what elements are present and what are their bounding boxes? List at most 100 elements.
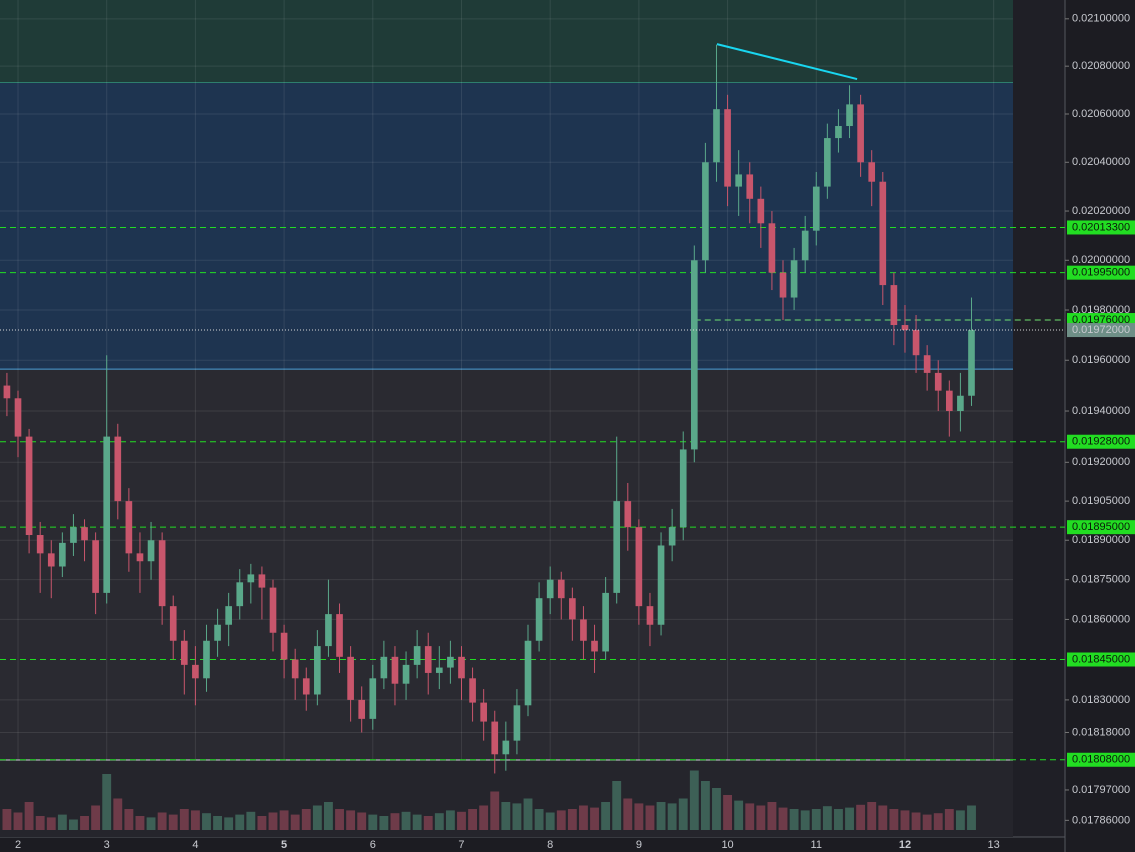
volume-bar xyxy=(102,774,112,830)
candle-body xyxy=(580,619,587,641)
volume-bar xyxy=(457,811,466,830)
candle-body xyxy=(591,640,598,652)
volume-bar xyxy=(811,809,821,830)
last-price-label: 0.01972000 xyxy=(1072,324,1130,336)
candle-body xyxy=(846,104,853,127)
volume-bar xyxy=(224,817,234,830)
volume-bar xyxy=(324,802,333,830)
candle-body xyxy=(502,740,510,755)
volume-bar xyxy=(834,809,843,830)
candle-body xyxy=(203,640,210,679)
candle-body xyxy=(391,656,399,684)
volume-bar xyxy=(967,805,976,830)
candle-body xyxy=(613,501,621,593)
x-tick-label: 13 xyxy=(988,839,1000,851)
y-tick-label: 0.02020000 xyxy=(1072,205,1130,217)
candle-body xyxy=(336,614,343,657)
candle-body xyxy=(890,285,898,326)
y-tick-label: 0.02000000 xyxy=(1072,254,1130,266)
volume-bar xyxy=(944,809,954,830)
candle-body xyxy=(413,646,421,665)
candle-body xyxy=(147,540,155,562)
candle-body xyxy=(180,640,188,665)
right-margin xyxy=(1013,0,1065,837)
volume-bar xyxy=(579,805,588,830)
x-tick-label: 6 xyxy=(370,839,376,851)
candle-body xyxy=(957,395,964,412)
candle-body xyxy=(690,260,698,450)
volume-bar xyxy=(789,809,799,830)
candle-body xyxy=(835,126,842,139)
volume-bar xyxy=(2,809,12,830)
y-tick-label: 0.02040000 xyxy=(1072,156,1130,168)
price-tag-label: 0.01995000 xyxy=(1072,267,1130,279)
candle-body xyxy=(103,436,111,593)
candle-body xyxy=(901,325,909,331)
price-tag xyxy=(1067,220,1135,235)
x-tick-label: 9 xyxy=(636,839,642,851)
x-tick-label: 5 xyxy=(281,839,287,851)
x-tick-label: 4 xyxy=(192,839,198,851)
volume-bar xyxy=(922,814,932,830)
volume-bar xyxy=(800,810,810,830)
y-tick-label: 0.01830000 xyxy=(1072,694,1130,706)
volume-bar xyxy=(468,809,478,830)
time-axis-panel xyxy=(0,837,1065,852)
volume-bar xyxy=(235,814,245,830)
volume-bar xyxy=(745,803,755,830)
candle-body xyxy=(3,385,11,399)
candle-body xyxy=(868,162,876,182)
volume-bar xyxy=(113,798,123,830)
volume-bar xyxy=(479,805,489,830)
y-tick-label: 0.01960000 xyxy=(1072,354,1130,366)
candle-body xyxy=(790,260,798,298)
volume-bar xyxy=(46,817,56,830)
candle-body xyxy=(535,598,543,641)
y-tick-label: 0.01860000 xyxy=(1072,613,1130,625)
volume-bar xyxy=(368,814,378,830)
candle-body xyxy=(280,632,288,660)
volume-bar xyxy=(13,812,23,830)
price-zone xyxy=(0,0,1013,83)
candle-body xyxy=(380,656,388,679)
volume-bar xyxy=(24,802,34,830)
price-tag xyxy=(1067,265,1135,280)
volume-bar xyxy=(279,810,289,830)
price-tag xyxy=(1067,520,1135,535)
candle-body xyxy=(713,109,720,163)
candle-body xyxy=(158,540,166,607)
volume-bar xyxy=(612,781,622,830)
volume-bar xyxy=(556,810,566,830)
volume-layer xyxy=(0,759,1013,837)
candle-body xyxy=(879,181,887,286)
candle-body xyxy=(169,606,177,641)
candle-body xyxy=(546,579,554,599)
volume-bar xyxy=(712,788,721,830)
candle-body xyxy=(447,656,454,668)
candle-body xyxy=(247,574,255,583)
volume-bar xyxy=(168,814,178,830)
candle-body xyxy=(513,705,521,741)
y-tick-label: 0.01797000 xyxy=(1072,784,1130,796)
candle-body xyxy=(369,678,377,719)
volume-bar xyxy=(213,816,223,830)
volume-bar xyxy=(146,817,156,830)
volume-bar xyxy=(390,813,400,830)
candle-body xyxy=(912,330,920,356)
volume-bar xyxy=(645,805,655,830)
candle-body xyxy=(735,174,742,187)
volume-bar xyxy=(312,805,322,830)
levels-layer xyxy=(0,226,1065,761)
volume-bar xyxy=(434,813,444,830)
volume-bar xyxy=(423,816,433,830)
y-tick-label: 0.01875000 xyxy=(1072,574,1130,586)
price-axis-panel xyxy=(1065,0,1135,852)
y-tick-label: 0.01818000 xyxy=(1072,726,1130,738)
volume-bar xyxy=(911,812,921,830)
volume-background xyxy=(0,760,1013,837)
volume-bar xyxy=(157,812,167,830)
volume-bar xyxy=(69,819,78,830)
x-tick-label: 2 xyxy=(15,839,21,851)
candle-body xyxy=(214,624,221,641)
